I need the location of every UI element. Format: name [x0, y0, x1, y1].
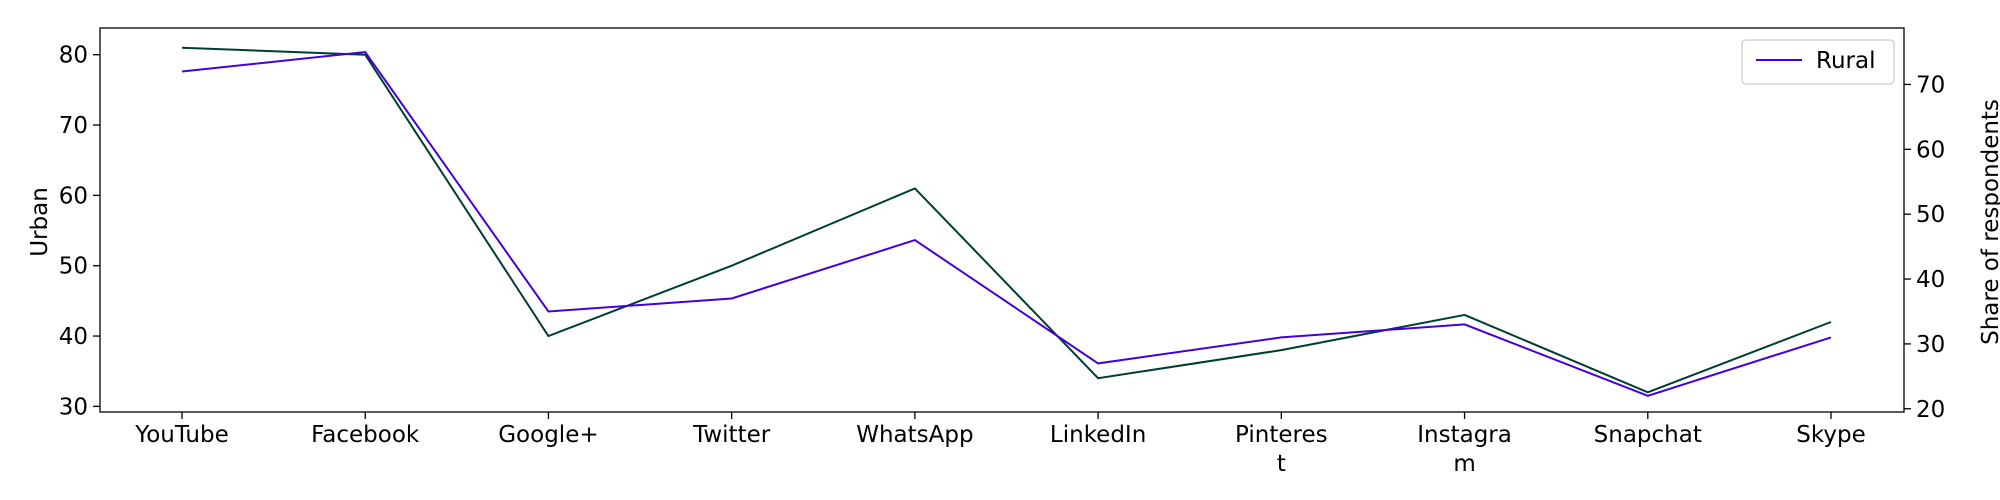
- x-tick-label: Google+: [498, 422, 598, 448]
- right-axis-label: Share of respondents: [1978, 99, 2000, 345]
- left-axis-label: Urban: [27, 187, 53, 257]
- series-layer: [181, 46, 1832, 397]
- plot-area: [99, 27, 1905, 413]
- left-tick-label: 30: [59, 394, 88, 420]
- left-tick-label: 60: [59, 183, 88, 209]
- left-tick-label: 80: [59, 43, 88, 69]
- series-line-urban: [181, 46, 1832, 394]
- x-tick-label: m: [1453, 451, 1475, 477]
- right-tick-label: 30: [1916, 332, 1945, 358]
- right-tick-label: 20: [1916, 397, 1945, 423]
- right-tick-label: 50: [1916, 202, 1945, 228]
- x-tick-label: LinkedIn: [1050, 422, 1146, 448]
- x-axis: YouTube Facebook Google+ Twitter WhatsApp Lin…: [134, 412, 1866, 477]
- right-tick-label: 40: [1916, 267, 1945, 293]
- legend: Rural: [1741, 39, 1895, 85]
- x-tick-label: Snapchat: [1594, 422, 1702, 448]
- x-tick-label: Pinteres: [1235, 422, 1328, 448]
- legend-box: [1741, 39, 1895, 85]
- left-tick-label: 70: [59, 113, 88, 139]
- left-tick-label: 50: [59, 254, 88, 280]
- left-y-axis: 30 40 50 60 70 80: [59, 43, 100, 420]
- x-tick-label: t: [1277, 451, 1286, 477]
- x-tick-label: YouTube: [134, 422, 229, 448]
- series-line-rural: [181, 50, 1832, 397]
- legend-label-rural: Rural: [1816, 48, 1875, 74]
- x-tick-label: WhatsApp: [856, 422, 973, 448]
- right-tick-label: 70: [1916, 72, 1945, 98]
- left-tick-label: 40: [59, 324, 88, 350]
- right-tick-label: 60: [1916, 137, 1945, 163]
- x-tick-label: Skype: [1796, 422, 1865, 448]
- x-tick-label: Instagra: [1417, 422, 1512, 448]
- right-y-axis: 20 30 40 50 60 70: [1904, 72, 1945, 423]
- x-tick-label: Facebook: [311, 422, 420, 448]
- x-tick-label: Twitter: [692, 422, 771, 448]
